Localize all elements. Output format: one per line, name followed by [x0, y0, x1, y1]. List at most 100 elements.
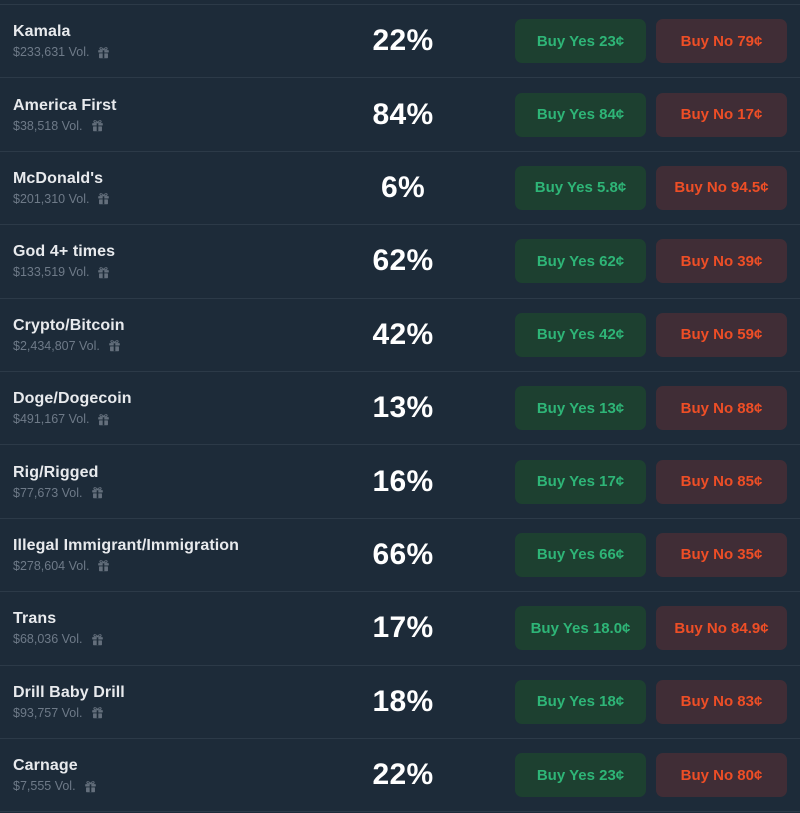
market-volume: $38,518 Vol. [13, 118, 83, 133]
market-volume: $7,555 Vol. [13, 779, 76, 794]
buy-buttons: Buy Yes 18¢ Buy No 83¢ [515, 679, 787, 724]
buy-no-button[interactable]: Buy No 80¢ [656, 753, 787, 798]
market-title: Carnage [13, 757, 78, 775]
gift-icon[interactable] [97, 559, 110, 572]
market-percent: 16% [372, 464, 434, 498]
market-row[interactable]: Illegal Immigrant/Immigration $278,604 V… [0, 519, 800, 593]
buy-buttons: Buy Yes 84¢ Buy No 17¢ [515, 92, 787, 137]
market-meta: $491,167 Vol. [13, 412, 323, 426]
market-info: Kamala $233,631 Vol. [13, 23, 323, 59]
buy-yes-button[interactable]: Buy Yes 18.0¢ [515, 606, 646, 651]
buy-yes-button[interactable]: Buy Yes 5.8¢ [515, 165, 646, 210]
market-row[interactable]: America First $38,518 Vol. 84% Buy Yes 8… [0, 78, 800, 152]
market-volume: $2,434,807 Vol. [13, 338, 100, 353]
market-title: America First [13, 96, 117, 114]
market-info: God 4+ times $133,519 Vol. [13, 243, 323, 279]
market-info: Carnage $7,555 Vol. [13, 757, 323, 793]
buy-yes-button[interactable]: Buy Yes 84¢ [515, 92, 646, 137]
buy-yes-button[interactable]: Buy Yes 13¢ [515, 386, 646, 431]
buy-no-button[interactable]: Buy No 79¢ [656, 19, 787, 64]
market-info: Rig/Rigged $77,673 Vol. [13, 464, 323, 500]
market-meta: $77,673 Vol. [13, 486, 323, 500]
buy-yes-button[interactable]: Buy Yes 18¢ [515, 679, 646, 724]
market-title: Illegal Immigrant/Immigration [13, 536, 240, 554]
market-info: McDonald's $201,310 Vol. [13, 170, 323, 206]
market-row[interactable]: God 4+ times $133,519 Vol. 62% Buy Yes 6… [0, 225, 800, 299]
market-row[interactable]: Kamala $233,631 Vol. 22% Buy Yes 23¢ Buy… [0, 5, 800, 79]
market-title: God 4+ times [13, 243, 116, 261]
buy-yes-button[interactable]: Buy Yes 23¢ [515, 19, 646, 64]
buy-yes-button[interactable]: Buy Yes 66¢ [515, 532, 646, 577]
buy-no-button[interactable]: Buy No 83¢ [656, 679, 787, 724]
market-meta: $38,518 Vol. [13, 119, 323, 133]
market-volume: $68,036 Vol. [13, 632, 83, 647]
market-meta: $133,519 Vol. [13, 265, 323, 279]
gift-icon[interactable] [91, 119, 104, 132]
buy-no-button[interactable]: Buy No 35¢ [656, 532, 787, 577]
market-percent: 42% [372, 317, 434, 351]
gift-icon[interactable] [108, 339, 121, 352]
market-row[interactable]: Trans $68,036 Vol. 17% Buy Yes 18.0¢ Buy… [0, 592, 800, 666]
market-volume: $77,673 Vol. [13, 485, 83, 500]
market-meta: $233,631 Vol. [13, 45, 323, 59]
buy-no-button[interactable]: Buy No 84.9¢ [656, 606, 787, 651]
market-row[interactable]: Doge/Dogecoin $491,167 Vol. 13% Buy Yes … [0, 372, 800, 446]
market-meta: $7,555 Vol. [13, 779, 323, 793]
market-row[interactable]: McDonald's $201,310 Vol. 6% Buy Yes 5.8¢… [0, 152, 800, 226]
market-row[interactable]: Drill Baby Drill $93,757 Vol. 18% Buy Ye… [0, 666, 800, 739]
market-info: Doge/Dogecoin $491,167 Vol. [13, 390, 323, 426]
market-percent: 6% [381, 170, 425, 204]
market-percent: 84% [372, 97, 434, 131]
gift-icon[interactable] [91, 486, 104, 499]
market-volume: $233,631 Vol. [13, 45, 90, 60]
market-meta: $68,036 Vol. [13, 632, 323, 646]
market-volume: $278,604 Vol. [13, 558, 90, 573]
buy-no-button[interactable]: Buy No 59¢ [656, 312, 787, 357]
buy-no-button[interactable]: Buy No 94.5¢ [656, 165, 787, 210]
market-volume: $491,167 Vol. [13, 412, 90, 427]
gift-icon[interactable] [97, 46, 110, 59]
buy-yes-button[interactable]: Buy Yes 23¢ [515, 753, 646, 798]
market-meta: $278,604 Vol. [13, 559, 323, 573]
market-volume: $93,757 Vol. [13, 705, 83, 720]
market-meta: $93,757 Vol. [13, 706, 323, 720]
market-volume: $201,310 Vol. [13, 191, 90, 206]
gift-icon[interactable] [84, 780, 97, 793]
market-percent: 13% [372, 391, 434, 425]
gift-icon[interactable] [97, 266, 110, 279]
market-title: Crypto/Bitcoin [13, 316, 125, 334]
market-percent: 17% [372, 611, 434, 645]
buy-yes-button[interactable]: Buy Yes 17¢ [515, 459, 646, 504]
market-info: Trans $68,036 Vol. [13, 610, 323, 646]
gift-icon[interactable] [91, 706, 104, 719]
buy-buttons: Buy Yes 5.8¢ Buy No 94.5¢ [515, 165, 787, 210]
buy-buttons: Buy Yes 66¢ Buy No 35¢ [515, 532, 787, 577]
market-title: Rig/Rigged [13, 463, 99, 481]
buy-no-button[interactable]: Buy No 85¢ [656, 459, 787, 504]
market-info: Crypto/Bitcoin $2,434,807 Vol. [13, 317, 323, 353]
buy-no-button[interactable]: Buy No 39¢ [656, 239, 787, 284]
market-meta: $2,434,807 Vol. [13, 339, 323, 353]
buy-yes-button[interactable]: Buy Yes 62¢ [515, 239, 646, 284]
buy-buttons: Buy Yes 23¢ Buy No 79¢ [515, 19, 787, 64]
buy-no-button[interactable]: Buy No 17¢ [656, 92, 787, 137]
gift-icon[interactable] [91, 633, 104, 646]
market-volume: $133,519 Vol. [13, 265, 90, 280]
market-percent: 22% [372, 24, 434, 58]
gift-icon[interactable] [97, 413, 110, 426]
buy-yes-button[interactable]: Buy Yes 42¢ [515, 312, 646, 357]
market-info: Drill Baby Drill $93,757 Vol. [13, 684, 323, 720]
gift-icon[interactable] [97, 192, 110, 205]
market-info: Illegal Immigrant/Immigration $278,604 V… [13, 537, 323, 573]
market-row[interactable]: Rig/Rigged $77,673 Vol. 16% Buy Yes 17¢ … [0, 445, 800, 519]
buy-buttons: Buy Yes 23¢ Buy No 80¢ [515, 753, 787, 798]
market-title: McDonald's [13, 169, 104, 187]
market-list: Kamala $233,631 Vol. 22% Buy Yes 23¢ Buy… [0, 4, 800, 813]
market-percent: 22% [372, 758, 434, 792]
buy-buttons: Buy Yes 42¢ Buy No 59¢ [515, 312, 787, 357]
market-row[interactable]: Carnage $7,555 Vol. 22% Buy Yes 23¢ Buy … [0, 739, 800, 813]
buy-buttons: Buy Yes 17¢ Buy No 85¢ [515, 459, 787, 504]
market-row[interactable]: Crypto/Bitcoin $2,434,807 Vol. 42% Buy Y… [0, 299, 800, 372]
buy-no-button[interactable]: Buy No 88¢ [656, 386, 787, 431]
market-meta: $201,310 Vol. [13, 192, 323, 206]
